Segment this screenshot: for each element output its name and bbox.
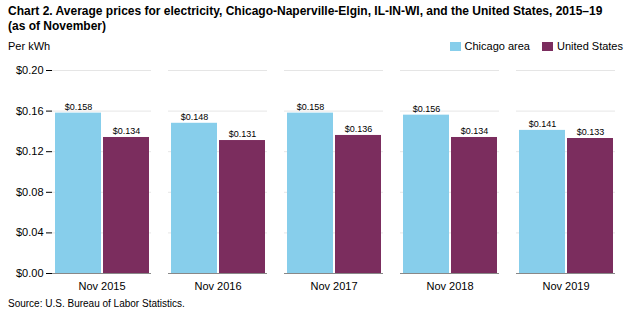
svg-text:$0.156: $0.156	[413, 104, 441, 114]
svg-text:Nov 2019: Nov 2019	[542, 280, 589, 292]
svg-text:$0.04: $0.04	[16, 226, 44, 238]
html-text:Source: U.S. Bureau of Labor S: Source: U.S. Bureau of Labor Statistics.	[8, 298, 185, 309]
svg-text:$0.16: $0.16	[16, 105, 44, 117]
svg-text:Nov 2015: Nov 2015	[78, 280, 125, 292]
svg-text:$0.12: $0.12	[16, 145, 44, 157]
svg-text:$0.136: $0.136	[345, 124, 373, 134]
html-text:Chart 2. Average prices for el: Chart 2. Average prices for electricity,…	[8, 4, 603, 33]
svg-text:$0.148: $0.148	[181, 112, 209, 122]
svg-text:$0.131: $0.131	[229, 129, 257, 139]
svg-text:$0.133: $0.133	[577, 127, 605, 137]
svg-text:$0.08: $0.08	[16, 186, 44, 198]
svg-text:$0.134: $0.134	[461, 126, 489, 136]
svg-text:$0.158: $0.158	[297, 102, 325, 112]
svg-text:$0.00: $0.00	[16, 267, 44, 279]
svg-text:Nov 2018: Nov 2018	[426, 280, 473, 292]
html-text:Per kWh: Per kWh	[8, 40, 51, 52]
html-text:United States: United States	[557, 40, 623, 52]
svg-text:$0.158: $0.158	[65, 102, 93, 112]
svg-text:$0.20: $0.20	[16, 64, 44, 76]
svg-text:Nov 2016: Nov 2016	[194, 280, 241, 292]
svg-text:Nov 2017: Nov 2017	[310, 280, 357, 292]
svg-text:$0.141: $0.141	[529, 119, 557, 129]
html-text:Chicago area: Chicago area	[464, 40, 530, 52]
svg-text:$0.134: $0.134	[113, 126, 141, 136]
